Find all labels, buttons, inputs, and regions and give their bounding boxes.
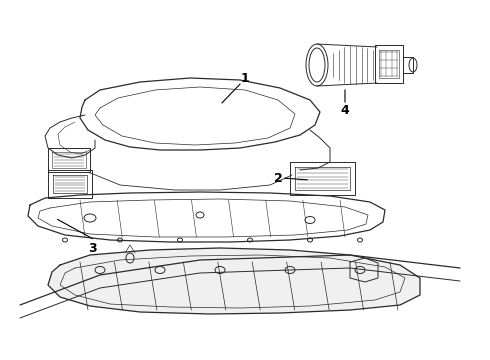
- Text: 1: 1: [241, 72, 249, 85]
- Text: 4: 4: [341, 104, 349, 117]
- Text: 2: 2: [273, 171, 282, 184]
- Text: 3: 3: [88, 242, 97, 255]
- Polygon shape: [48, 248, 420, 314]
